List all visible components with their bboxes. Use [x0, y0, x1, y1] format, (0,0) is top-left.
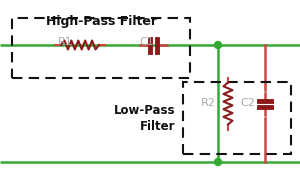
Text: High-Pass Filter: High-Pass Filter — [46, 15, 157, 28]
Text: C2: C2 — [240, 99, 255, 108]
Text: R1: R1 — [58, 37, 73, 47]
Bar — [183, 82, 291, 154]
Text: C1: C1 — [139, 37, 154, 47]
Circle shape — [214, 41, 221, 48]
Bar — [12, 18, 190, 78]
Circle shape — [214, 159, 221, 166]
Text: R2: R2 — [201, 99, 216, 108]
Text: Low-Pass
Filter: Low-Pass Filter — [113, 103, 175, 132]
